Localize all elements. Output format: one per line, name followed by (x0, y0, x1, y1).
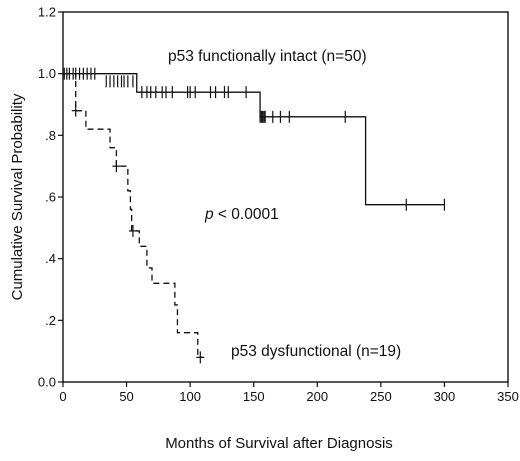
x-tick-label: 0 (59, 389, 66, 404)
y-tick-label: 1.0 (38, 66, 56, 81)
plot-area: 0 50 100 150 200 250 300 350 0.0 .2 .4 .6 .8 1.0 1.2 (38, 5, 519, 405)
p-value-label: p < 0.0001 (204, 206, 279, 223)
y-tick-label: 1.2 (38, 5, 56, 20)
x-tick-label: 50 (119, 389, 133, 404)
x-tick-label: 150 (243, 389, 265, 404)
y-axis-label: Cumulative Survival Probability (9, 93, 26, 300)
y-tick-label: .4 (45, 251, 56, 266)
x-tick-label: 350 (497, 389, 519, 404)
dysfunctional-group-label: p53 dysfunctional (n=19) (231, 343, 401, 360)
x-tick-label: 250 (370, 389, 392, 404)
dysfunctional-survival-curve (63, 73, 203, 358)
x-axis-label: Months of Survival after Diagnosis (165, 435, 393, 452)
x-tick-label: 200 (306, 389, 328, 404)
y-tick-label: 0.0 (38, 375, 56, 390)
intact-group-label: p53 functionally intact (n=50) (168, 48, 367, 65)
x-tick-label: 100 (179, 389, 201, 404)
y-tick-label: .6 (45, 190, 56, 205)
y-tick-label: .2 (45, 313, 56, 328)
p-value-text: < 0.0001 (214, 206, 279, 223)
y-tick-label: .8 (45, 128, 56, 143)
intact-survival-curve (63, 73, 445, 206)
p-value-symbol: p (204, 206, 214, 223)
x-tick-label: 300 (434, 389, 456, 404)
